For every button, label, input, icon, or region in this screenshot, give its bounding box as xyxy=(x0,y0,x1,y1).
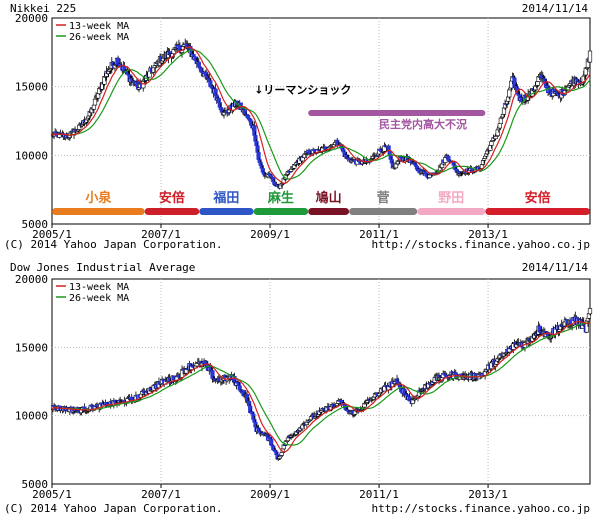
candle-body xyxy=(208,80,213,87)
annotation-recession: 民主党内高大不況 xyxy=(379,117,467,131)
dow-panel: 5000 10000 15000 20000 2005/1 2007/1 2009/1 201… xyxy=(15,273,593,501)
ma13-line xyxy=(51,46,591,184)
legend-label: 26-week MA xyxy=(69,32,129,43)
era-bar xyxy=(144,208,200,215)
plot-frame xyxy=(51,278,591,485)
y-tick-label: 5000 xyxy=(22,218,49,231)
chart-title-dow: Dow Jones Industrial Average xyxy=(10,261,195,274)
era-label: 野田 xyxy=(438,191,464,206)
source-dow: http://stocks.finance.yahoo.co.jp xyxy=(371,502,590,515)
candle-body xyxy=(453,372,458,376)
era-label: 麻生 xyxy=(267,190,294,206)
candle-body xyxy=(196,61,201,68)
ma26-line xyxy=(51,321,591,446)
copyright-nikkei: (C) 2014 Yahoo Japan Corporation. xyxy=(4,238,223,251)
legend-label: 26-week MA xyxy=(69,293,129,304)
y-tick-label: 10000 xyxy=(15,410,48,423)
era-label: 小泉 xyxy=(85,190,112,206)
candle-body xyxy=(507,89,512,98)
nikkei-panel: 5000 10000 15000 20000 2005/1 2007/1 2009/1 201… xyxy=(15,12,593,241)
era-label: 安倍 xyxy=(525,190,551,206)
period-bar xyxy=(308,110,486,117)
x-tick-label: 2011/1 xyxy=(359,228,399,241)
y-tick-label: 15000 xyxy=(15,341,48,354)
x-tick-label: 2007/1 xyxy=(141,488,181,501)
era-bar xyxy=(485,208,590,215)
y-tick-label: 20000 xyxy=(15,273,48,286)
x-tick-label: 2005/1 xyxy=(32,488,72,501)
annotation-lehman: ↓リーマンショック xyxy=(254,84,351,97)
x-tick-label: 2013/1 xyxy=(468,228,508,241)
candle-body xyxy=(279,452,284,456)
x-tick-label: 2009/1 xyxy=(250,488,290,501)
y-tick-label: 10000 xyxy=(15,149,48,162)
x-tick-label: 2007/1 xyxy=(141,228,181,241)
era-label: 菅 xyxy=(377,190,390,206)
copyright-dow: (C) 2014 Yahoo Japan Corporation. xyxy=(4,502,223,515)
x-tick-label: 2005/1 xyxy=(32,228,72,241)
era-bar xyxy=(253,208,309,215)
candle-body xyxy=(246,114,251,119)
x-tick-label: 2009/1 xyxy=(250,228,290,241)
era-bar xyxy=(52,208,145,215)
candle-body xyxy=(497,123,502,129)
source-nikkei: http://stocks.finance.yahoo.co.jp xyxy=(371,238,590,251)
era-bar xyxy=(308,208,350,215)
era-label: 安倍 xyxy=(159,190,185,206)
legend-label: 13-week MA xyxy=(69,282,129,293)
candle-body xyxy=(587,308,593,315)
ma13-line xyxy=(51,320,591,453)
era-bar xyxy=(417,208,486,215)
era-label: 鳩山 xyxy=(316,190,342,206)
candle-body xyxy=(446,155,451,161)
candle-body xyxy=(587,50,593,63)
y-tick-label: 15000 xyxy=(15,81,48,94)
chart-date-nikkei: 2014/11/14 xyxy=(522,2,589,15)
x-tick-label: 2011/1 xyxy=(359,488,399,501)
y-tick-label: 20000 xyxy=(15,12,48,25)
candle-body xyxy=(272,181,277,185)
candle-body xyxy=(285,437,291,442)
y-tick-label: 5000 xyxy=(22,478,49,491)
chart-title-nikkei: Nikkei 225 xyxy=(10,2,76,15)
candle-body xyxy=(489,141,494,146)
era-bar xyxy=(349,208,418,215)
x-tick-label: 2013/1 xyxy=(468,488,508,501)
ma26-line xyxy=(51,49,591,180)
chart-date-dow: 2014/11/14 xyxy=(522,261,589,274)
candle-body xyxy=(92,98,98,106)
candle-body xyxy=(535,81,540,86)
candle-body xyxy=(91,104,97,110)
era-bar xyxy=(199,208,254,215)
era-label: 福田 xyxy=(212,190,239,206)
legend-label: 13-week MA xyxy=(69,21,129,32)
